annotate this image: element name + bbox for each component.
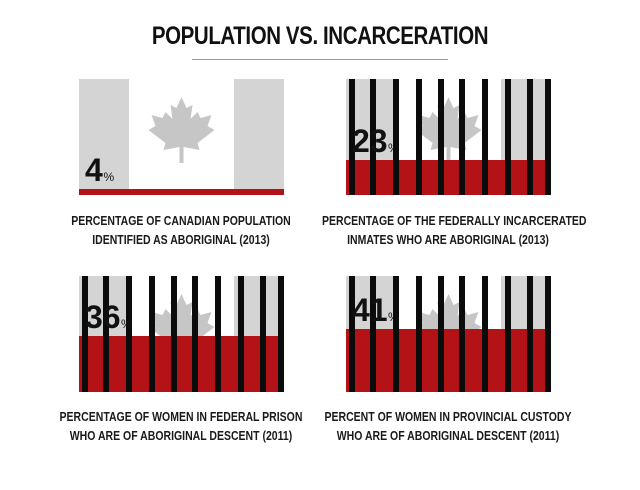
- prison-bar: [238, 276, 244, 392]
- caption-women-provincial-custody: PERCENT OF WOMEN IN PROVINCIAL CUSTODY W…: [322, 408, 574, 446]
- prison-bar: [82, 276, 88, 392]
- flag-band-left: [79, 79, 129, 195]
- prison-bar: [370, 276, 376, 392]
- prison-bar: [459, 276, 465, 392]
- caption-line: WHO ARE OF ABORIGINAL DESCENT (2011): [336, 429, 560, 443]
- value-label: 23: [352, 123, 388, 159]
- prison-bar: [171, 276, 177, 392]
- unit-label: %: [104, 170, 115, 184]
- prison-bar: [349, 276, 355, 392]
- title-divider: [192, 59, 448, 60]
- prison-bar: [505, 79, 511, 195]
- value-fill-bar: [346, 160, 551, 195]
- chart-panel-federal-inmates: 23%: [346, 79, 551, 195]
- prison-bar: [393, 79, 399, 195]
- caption-women-federal-prison: PERCENTAGE OF WOMEN IN FEDERAL PRISON WH…: [55, 408, 307, 446]
- caption-aboriginal-population: PERCENTAGE OF CANADIAN POPULATION IDENTI…: [55, 212, 307, 250]
- chart-panel-aboriginal-population: 4%: [79, 79, 284, 195]
- prison-bar: [370, 79, 376, 195]
- unit-label: %: [121, 317, 132, 331]
- value-label: 4: [85, 152, 103, 188]
- caption-line: PERCENTAGE OF CANADIAN POPULATION: [71, 214, 291, 228]
- prison-bar: [527, 276, 533, 392]
- unit-label: %: [388, 310, 399, 324]
- prison-bar: [482, 276, 488, 392]
- prison-bar: [393, 276, 399, 392]
- prison-bar: [260, 276, 266, 392]
- flag-chart: 41%: [346, 276, 551, 392]
- value-fill-bar: [79, 336, 284, 392]
- unit-label: %: [388, 141, 399, 155]
- page-title: POPULATION VS. INCARCERATION: [151, 22, 489, 50]
- prison-bar: [103, 276, 109, 392]
- prison-bar: [545, 276, 551, 392]
- caption-line: WHO ARE OF ABORIGINAL DESCENT (2011): [69, 429, 293, 443]
- prison-bar: [482, 79, 488, 195]
- caption-federal-inmates: PERCENTAGE OF THE FEDERALLY INCARCERATED…: [322, 212, 587, 250]
- maple-leaf-icon: [148, 97, 215, 163]
- prison-bar: [278, 276, 284, 392]
- prison-bar: [438, 79, 444, 195]
- flag-band-right: [234, 79, 284, 195]
- prison-bar: [438, 276, 444, 392]
- chart-panel-women-provincial-custody: 41%: [346, 276, 551, 392]
- caption-line: PERCENTAGE OF WOMEN IN FEDERAL PRISON: [59, 410, 303, 424]
- chart-panel-women-federal-prison: 36%: [79, 276, 284, 392]
- prison-bar: [459, 79, 465, 195]
- flag-chart: 36%: [79, 276, 284, 392]
- caption-line: IDENTIFIED AS ABORIGINAL (2013): [92, 233, 270, 247]
- value-fill-bar: [79, 189, 284, 195]
- caption-line: INMATES WHO ARE ABORIGINAL (2013): [347, 233, 549, 247]
- value-label: 41: [352, 292, 388, 328]
- caption-line: PERCENT OF WOMEN IN PROVINCIAL CUSTODY: [324, 410, 572, 424]
- prison-bar: [416, 79, 422, 195]
- prison-bar: [349, 79, 355, 195]
- value-label: 36: [85, 299, 121, 335]
- flag-chart: 4%: [79, 79, 284, 195]
- value-fill-bar: [346, 329, 551, 392]
- prison-bar: [149, 276, 155, 392]
- caption-line: PERCENTAGE OF THE FEDERALLY INCARCERATED: [322, 214, 587, 228]
- prison-bar: [527, 79, 533, 195]
- prison-bar: [192, 276, 198, 392]
- prison-bar: [545, 79, 551, 195]
- prison-bar: [215, 276, 221, 392]
- prison-bar: [416, 276, 422, 392]
- flag-chart: 23%: [346, 79, 551, 195]
- prison-bar: [505, 276, 511, 392]
- prison-bar: [126, 276, 132, 392]
